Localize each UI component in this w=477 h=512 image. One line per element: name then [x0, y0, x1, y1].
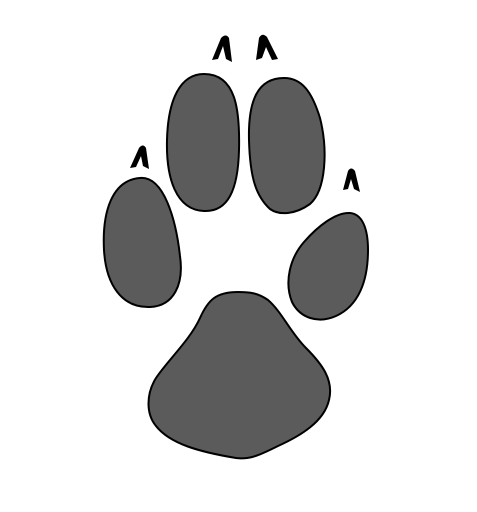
toe-pad-right [287, 211, 370, 321]
claw-top-left-icon [212, 35, 232, 62]
toe-pad-upper-right [247, 76, 326, 215]
toe-pad-upper-left [165, 72, 241, 213]
claw-top-right-icon [256, 34, 278, 60]
toe-pad-left [102, 176, 182, 309]
claw-left-icon [130, 145, 149, 169]
claw-right-icon [343, 168, 360, 192]
heel-pad [147, 290, 332, 460]
